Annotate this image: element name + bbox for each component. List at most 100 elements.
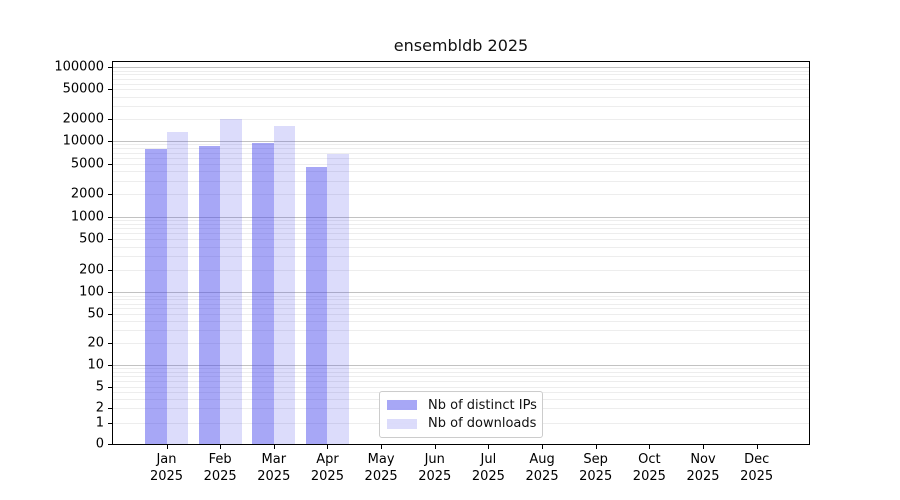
bar-distinct-ips-mar bbox=[252, 143, 274, 444]
x-tick-month: Jan bbox=[156, 452, 177, 467]
y-tickmark bbox=[108, 408, 112, 409]
y-tick-label: 2 bbox=[95, 400, 104, 416]
x-tick-label-jul: Jul 2025 bbox=[472, 451, 505, 485]
y-tickmark bbox=[108, 444, 112, 445]
gridline-minor bbox=[113, 256, 809, 258]
x-tickmark bbox=[434, 445, 436, 449]
y-tick-label: 50000 bbox=[62, 81, 104, 97]
x-tick-label-jun: Jun 2025 bbox=[418, 451, 451, 485]
gridline-minor bbox=[113, 372, 809, 374]
y-tick-label: 1000 bbox=[70, 209, 104, 225]
x-tick-year: 2025 bbox=[364, 469, 398, 485]
bar-downloads-jan bbox=[166, 131, 188, 444]
y-tickmark bbox=[108, 141, 112, 142]
y-tick-label: 10 bbox=[87, 357, 104, 373]
x-tick-month: Nov bbox=[690, 452, 716, 467]
x-tickmark bbox=[595, 445, 597, 449]
x-tick-year: 2025 bbox=[310, 469, 344, 485]
x-tickmark bbox=[488, 445, 490, 449]
gridline-major bbox=[113, 292, 809, 294]
x-tick-month: Jul bbox=[480, 452, 497, 467]
x-tick-month: Aug bbox=[529, 452, 555, 467]
x-tickmark bbox=[703, 445, 704, 449]
gridline-minor bbox=[113, 239, 809, 241]
x-tickmark bbox=[542, 445, 544, 449]
gridline-minor bbox=[113, 321, 809, 323]
x-tick-label-sep: Sep 2025 bbox=[579, 451, 612, 485]
x-tick-label-nov: Nov 2025 bbox=[686, 451, 719, 485]
x-tick-label-aug: Aug 2025 bbox=[526, 451, 559, 485]
gridline-minor bbox=[113, 228, 809, 230]
chart-title: ensembldb 2025 bbox=[393, 36, 529, 55]
gridline-minor bbox=[113, 295, 809, 297]
y-tick-label: 100000 bbox=[54, 59, 104, 75]
x-tick-label-oct: Oct 2025 bbox=[633, 451, 666, 485]
y-tick-label: 200 bbox=[79, 262, 104, 278]
gridline-minor bbox=[113, 83, 809, 85]
x-tick-year: 2025 bbox=[686, 469, 720, 485]
gridline-minor bbox=[113, 224, 809, 226]
y-tick-label: 10000 bbox=[62, 133, 104, 149]
x-tick-label-mar: Mar 2025 bbox=[257, 451, 290, 485]
y-tick-label: 20000 bbox=[62, 111, 104, 127]
gridline-minor bbox=[113, 152, 809, 154]
x-tick-year: 2025 bbox=[579, 469, 613, 485]
y-tick-label: 5000 bbox=[70, 156, 104, 172]
x-tickmark bbox=[327, 445, 329, 449]
x-tick-year: 2025 bbox=[149, 469, 184, 485]
gridline-minor bbox=[113, 148, 809, 150]
gridline-major bbox=[113, 216, 809, 218]
bar-downloads-mar bbox=[273, 126, 296, 444]
x-tickmark bbox=[273, 445, 275, 449]
gridline-major bbox=[113, 67, 809, 69]
y-tick-label: 2000 bbox=[70, 186, 104, 202]
gridline-minor bbox=[113, 180, 809, 182]
y-tick-label: 20 bbox=[87, 335, 104, 351]
y-tickmark bbox=[108, 239, 112, 241]
x-tickmark bbox=[166, 445, 168, 449]
gridline-minor bbox=[113, 171, 809, 173]
x-tick-label-dec: Dec 2025 bbox=[740, 451, 773, 485]
legend-item-downloads: Nb of downloads bbox=[386, 415, 536, 434]
y-tick-label: 500 bbox=[79, 231, 104, 247]
x-tick-month: Feb bbox=[208, 452, 232, 467]
y-tickmark bbox=[108, 163, 112, 165]
x-tick-month: Sep bbox=[583, 452, 608, 467]
x-tick-year: 2025 bbox=[471, 469, 505, 485]
gridline-minor bbox=[113, 163, 809, 165]
gridline-minor bbox=[113, 118, 809, 120]
legend-swatch-distinct-ips bbox=[387, 400, 417, 411]
y-tickmark bbox=[108, 292, 112, 294]
gridline-minor bbox=[113, 376, 809, 378]
gridline-minor bbox=[113, 220, 809, 222]
legend-label-downloads: Nb of downloads bbox=[428, 416, 537, 432]
gridline-minor bbox=[113, 144, 809, 146]
gridline-minor bbox=[113, 105, 809, 107]
gridline-minor bbox=[113, 269, 809, 271]
x-tick-year: 2025 bbox=[257, 469, 291, 485]
y-tickmark bbox=[108, 269, 112, 271]
gridline-minor bbox=[113, 343, 809, 345]
x-tick-month: Oct bbox=[638, 452, 661, 467]
bar-distinct-ips-jan bbox=[145, 149, 167, 444]
legend: Nb of distinct IPs Nb of downloads bbox=[379, 391, 543, 438]
x-tick-month: Apr bbox=[316, 452, 339, 467]
bar-distinct-ips-feb bbox=[198, 145, 221, 444]
bar-downloads-apr bbox=[327, 154, 349, 444]
gridline-minor bbox=[113, 233, 809, 235]
gridline-minor bbox=[113, 330, 809, 332]
y-tick-label: 5 bbox=[95, 379, 104, 395]
gridline-minor bbox=[113, 96, 809, 98]
y-tickmark bbox=[108, 193, 112, 195]
gridline-major bbox=[113, 365, 809, 366]
y-tickmark bbox=[108, 314, 112, 316]
legend-item-distinct-ips: Nb of distinct IPs bbox=[386, 396, 537, 415]
x-tick-label-feb: Feb 2025 bbox=[204, 451, 237, 485]
y-tickmark bbox=[108, 423, 112, 424]
y-tickmark bbox=[108, 343, 112, 345]
y-tick-label: 1 bbox=[95, 415, 104, 431]
gridline-minor bbox=[113, 314, 809, 316]
y-tickmark bbox=[108, 67, 112, 69]
gridline-minor bbox=[113, 368, 809, 370]
x-tick-year: 2025 bbox=[418, 469, 452, 485]
